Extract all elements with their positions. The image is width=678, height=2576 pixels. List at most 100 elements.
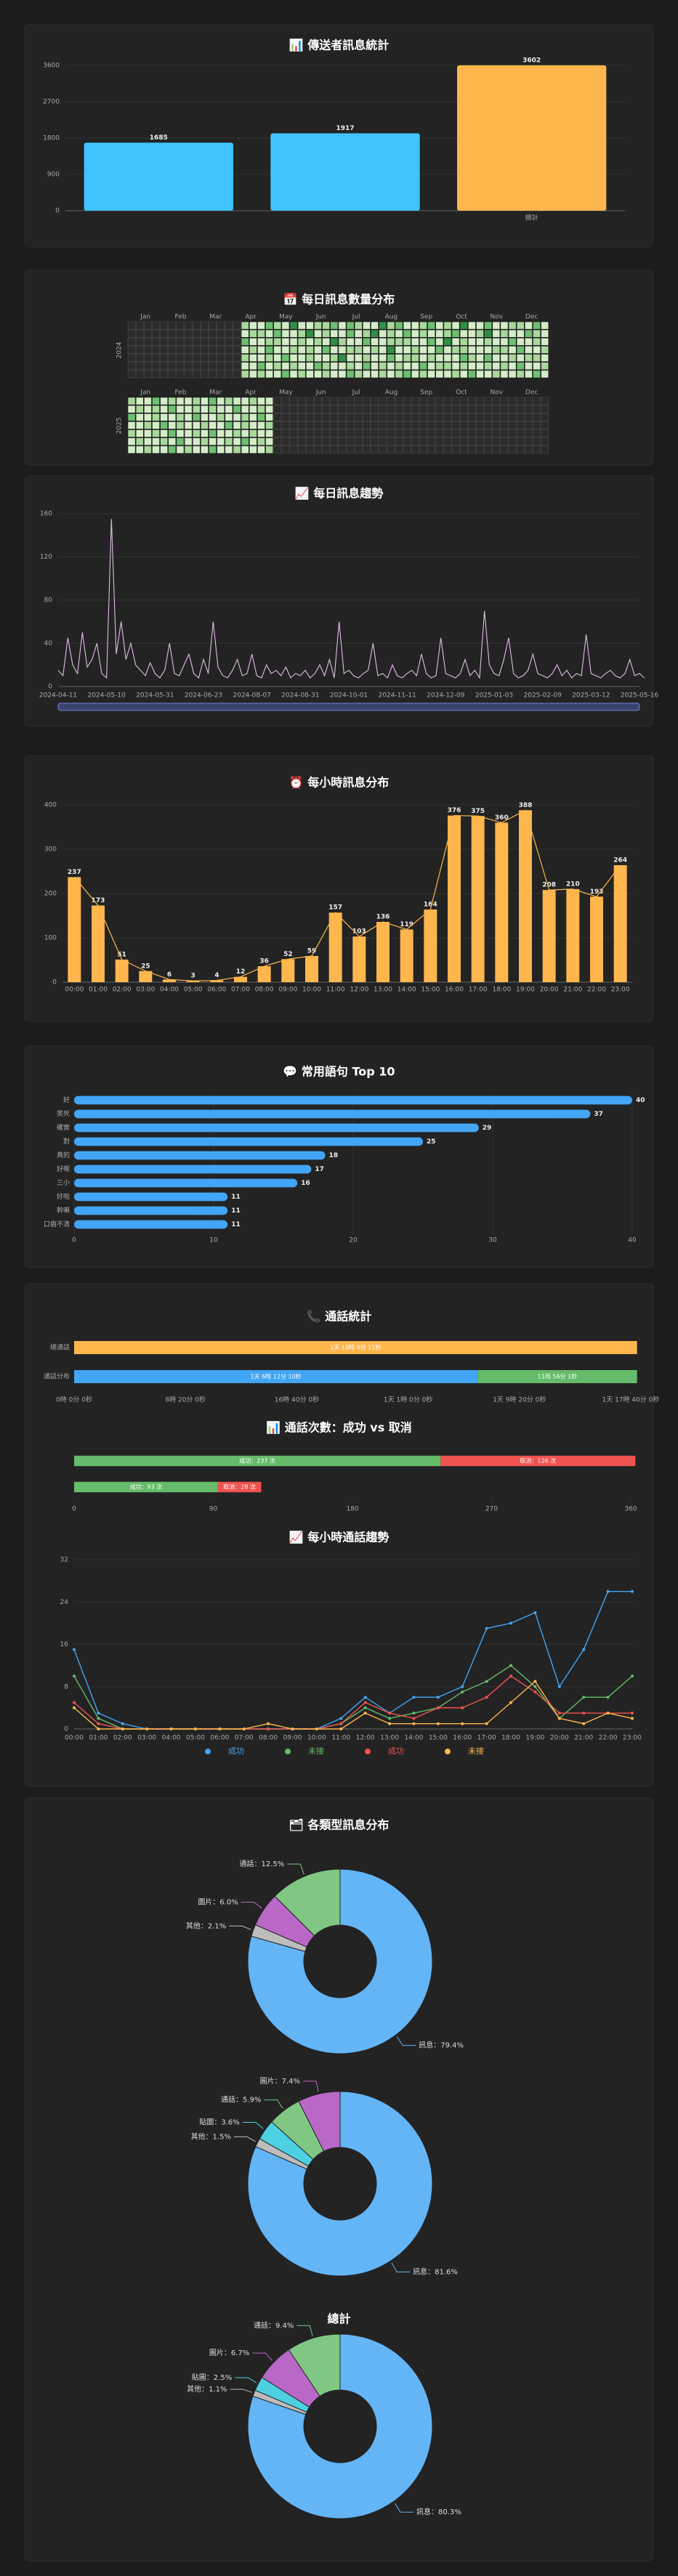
- day-cell: [508, 337, 517, 346]
- day-cell: [289, 362, 298, 370]
- day-cell: [443, 362, 452, 370]
- day-cell: [492, 413, 501, 421]
- day-cell: [508, 346, 517, 354]
- day-cell: [435, 329, 444, 338]
- day-cell: [435, 321, 444, 330]
- leader-line: [394, 2503, 413, 2513]
- bar: [376, 922, 390, 982]
- point: [582, 1712, 586, 1715]
- day-cell: [443, 413, 452, 421]
- day-cell: [233, 405, 241, 413]
- day-cell: [419, 346, 427, 354]
- day-cell: [346, 437, 355, 446]
- day-cell: [508, 405, 517, 413]
- pie-label: 貼圖：3.6%: [199, 2118, 239, 2127]
- month-label: Oct: [456, 389, 467, 397]
- day-cell: [152, 329, 160, 338]
- day-cell: [289, 346, 298, 354]
- day-cell: [525, 445, 533, 454]
- day-cell: [168, 437, 177, 446]
- day-cell: [403, 329, 411, 338]
- day-cell: [233, 397, 241, 405]
- pie-label: 訊息：80.3%: [416, 2507, 461, 2516]
- day-cell: [135, 397, 144, 405]
- day-cell: [500, 421, 509, 429]
- day-cell: [192, 321, 201, 330]
- day-cell: [330, 346, 339, 354]
- day-cell: [459, 437, 468, 446]
- day-cell: [249, 413, 257, 421]
- day-cell: [289, 397, 298, 405]
- day-cell: [152, 445, 160, 454]
- day-cell: [289, 337, 298, 346]
- day-cell: [371, 370, 379, 378]
- day-cell: [152, 437, 160, 446]
- day-cell: [144, 429, 152, 438]
- day-cell: [297, 445, 306, 454]
- bar: [234, 976, 247, 982]
- day-cell: [379, 346, 387, 354]
- point: [461, 1706, 464, 1709]
- y-tick-label: 32: [60, 1557, 68, 1564]
- day-cell: [176, 429, 185, 438]
- pie-label: 其他：2.1%: [186, 1921, 226, 1930]
- day-cell: [176, 321, 185, 330]
- x-tick-label: 0: [72, 1237, 76, 1244]
- day-cell: [127, 445, 136, 454]
- day-cell: [427, 437, 435, 446]
- day-cell: [346, 354, 355, 362]
- zoom-slider[interactable]: [57, 702, 640, 711]
- day-cell: [265, 421, 273, 429]
- data-label: 11: [231, 1194, 241, 1201]
- day-cell: [516, 337, 525, 346]
- data-label: 119: [400, 921, 413, 928]
- bar: [68, 877, 81, 982]
- day-cell: [127, 362, 136, 370]
- data-label: 375: [471, 808, 485, 815]
- day-cell: [476, 413, 484, 421]
- point: [388, 1722, 392, 1725]
- data-label: 103: [352, 928, 366, 936]
- month-label: Jan: [140, 389, 150, 397]
- x-tick-label: 09:00: [278, 987, 297, 994]
- x-tick-label: 20: [349, 1237, 358, 1244]
- day-cell: [363, 429, 371, 438]
- x-tick-label: 2024-11-11: [379, 692, 416, 700]
- day-cell: [192, 354, 201, 362]
- x-tick-label: 09:00: [283, 1735, 302, 1742]
- day-cell: [338, 445, 347, 454]
- day-cell: [168, 321, 177, 330]
- day-cell: [492, 429, 501, 438]
- x-tick-label: 19:00: [516, 987, 535, 994]
- day-cell: [338, 362, 347, 370]
- day-cell: [281, 397, 290, 405]
- day-cell: [443, 445, 452, 454]
- leader-line: [303, 2081, 319, 2092]
- day-cell: [492, 370, 501, 378]
- data-label: 52: [283, 951, 293, 958]
- day-cell: [346, 413, 355, 421]
- day-cell: [209, 429, 217, 438]
- day-cell: [201, 445, 209, 454]
- day-cell: [135, 370, 144, 378]
- bar-segment: [74, 1455, 441, 1467]
- x-tick-label: 2025-03-12: [572, 692, 610, 700]
- day-cell: [354, 362, 363, 370]
- day-cell: [500, 405, 509, 413]
- day-cell: [233, 321, 241, 330]
- data-label: 18: [329, 1152, 339, 1159]
- day-cell: [346, 346, 355, 354]
- point: [582, 1648, 586, 1651]
- day-cell: [338, 397, 347, 405]
- day-cell: [395, 354, 403, 362]
- day-cell: [387, 397, 395, 405]
- day-cell: [152, 362, 160, 370]
- x-tick-label: 16:00: [445, 987, 464, 994]
- day-cell: [273, 370, 282, 378]
- day-cell: [257, 329, 265, 338]
- day-cell: [241, 413, 249, 421]
- day-cell: [217, 321, 225, 330]
- day-cell: [297, 413, 306, 421]
- data-label: 29: [483, 1125, 492, 1132]
- x-tick-label: 20:00: [540, 987, 559, 994]
